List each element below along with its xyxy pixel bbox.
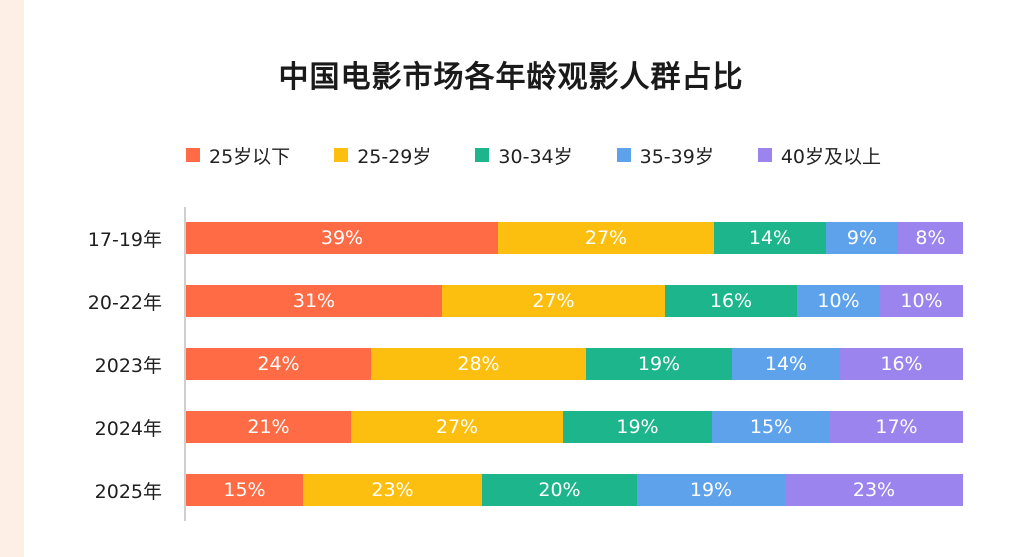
data-label: 16% [709, 290, 753, 312]
legend-label: 30-34岁 [498, 145, 573, 168]
bar-segment: 19% [563, 411, 712, 443]
bar-segment: 15% [712, 411, 830, 443]
stacked-bar: 24% 28% 19% 14% 16% [186, 348, 963, 380]
chart-title: 中国电影市场各年龄观影人群占比 [278, 60, 744, 95]
legend-swatch [186, 148, 200, 162]
bar-segment: 20% [482, 474, 637, 506]
data-label: 23% [371, 479, 414, 501]
data-label: 10% [817, 290, 860, 312]
bar-segment: 19% [637, 474, 785, 506]
legend-label: 25-29岁 [357, 145, 432, 168]
data-label: 28% [457, 353, 500, 375]
bar-segment: 10% [797, 285, 880, 317]
stacked-bar: 39% 27% 14% 9% 8% [186, 222, 963, 254]
legend-swatch [616, 148, 631, 162]
data-label: 14% [764, 353, 808, 375]
data-label: 9% [846, 227, 878, 249]
legend-item: 30-34岁 [475, 142, 573, 169]
legend-item: 25-29岁 [334, 142, 431, 169]
data-label: 27% [584, 227, 628, 249]
bar-segment: 15% [186, 474, 303, 506]
bar-segment: 8% [898, 222, 963, 254]
category-label: 20-22年 [87, 292, 162, 314]
data-label: 23% [852, 479, 896, 501]
legend-item: 25岁以下 [186, 142, 290, 169]
category-label: 2025年 [94, 481, 162, 503]
stacked-bar: 15% 23% 20% 19% 23% [186, 474, 963, 506]
data-label: 16% [880, 353, 923, 375]
bar-segment: 23% [785, 474, 963, 506]
bar-segment: 9% [826, 222, 898, 254]
bar-segment: 28% [371, 348, 586, 380]
legend-label: 40岁及以上 [780, 145, 882, 168]
bar-segment: 17% [830, 411, 963, 443]
legend-item: 35-39岁 [616, 142, 714, 169]
data-label: 31% [292, 290, 336, 312]
bar-segment: 10% [880, 285, 963, 317]
bar-segment: 31% [186, 285, 442, 317]
data-label: 10% [900, 290, 943, 312]
chart-card [24, 0, 1022, 557]
legend-swatch [475, 148, 490, 162]
stacked-bar: 21% 27% 19% 15% 17% [186, 411, 963, 443]
bar-segment: 16% [665, 285, 797, 317]
category-label: 2023年 [94, 355, 162, 377]
data-label: 19% [637, 353, 681, 375]
category-label: 2024年 [94, 418, 162, 440]
bar-segment: 16% [840, 348, 963, 380]
data-label: 20% [538, 479, 581, 501]
legend-label: 25岁以下 [209, 145, 291, 168]
legend-swatch [757, 148, 772, 162]
bar-segment: 23% [303, 474, 482, 506]
legend-swatch [334, 148, 349, 162]
bar-segment: 39% [186, 222, 498, 254]
data-label: 27% [435, 416, 479, 438]
bar-segment: 24% [186, 348, 371, 380]
data-label: 8% [915, 227, 946, 249]
category-axis-line [184, 207, 186, 521]
data-label: 19% [616, 416, 659, 438]
chart-legend: 25岁以下 25-29岁 30-34岁 35-39岁 40岁及以上 [186, 142, 882, 169]
data-label: 21% [247, 416, 290, 438]
category-label: 17-19年 [87, 229, 162, 251]
legend-label: 35-39岁 [639, 145, 714, 168]
bar-segment: 27% [351, 411, 563, 443]
bar-segment: 21% [186, 411, 351, 443]
stacked-bar: 31% 27% 16% 10% 10% [186, 285, 963, 317]
data-label: 15% [223, 479, 266, 501]
legend-item: 40岁及以上 [757, 142, 882, 169]
data-label: 27% [532, 290, 575, 312]
data-label: 17% [875, 416, 918, 438]
data-label: 14% [748, 227, 792, 249]
data-label: 39% [320, 227, 364, 249]
data-label: 19% [689, 479, 733, 501]
bar-segment: 14% [714, 222, 826, 254]
data-label: 15% [749, 416, 793, 438]
bar-segment: 14% [732, 348, 840, 380]
bar-segment: 19% [586, 348, 732, 380]
data-label: 24% [257, 353, 300, 375]
bar-segment: 27% [498, 222, 714, 254]
bar-segment: 27% [442, 285, 665, 317]
